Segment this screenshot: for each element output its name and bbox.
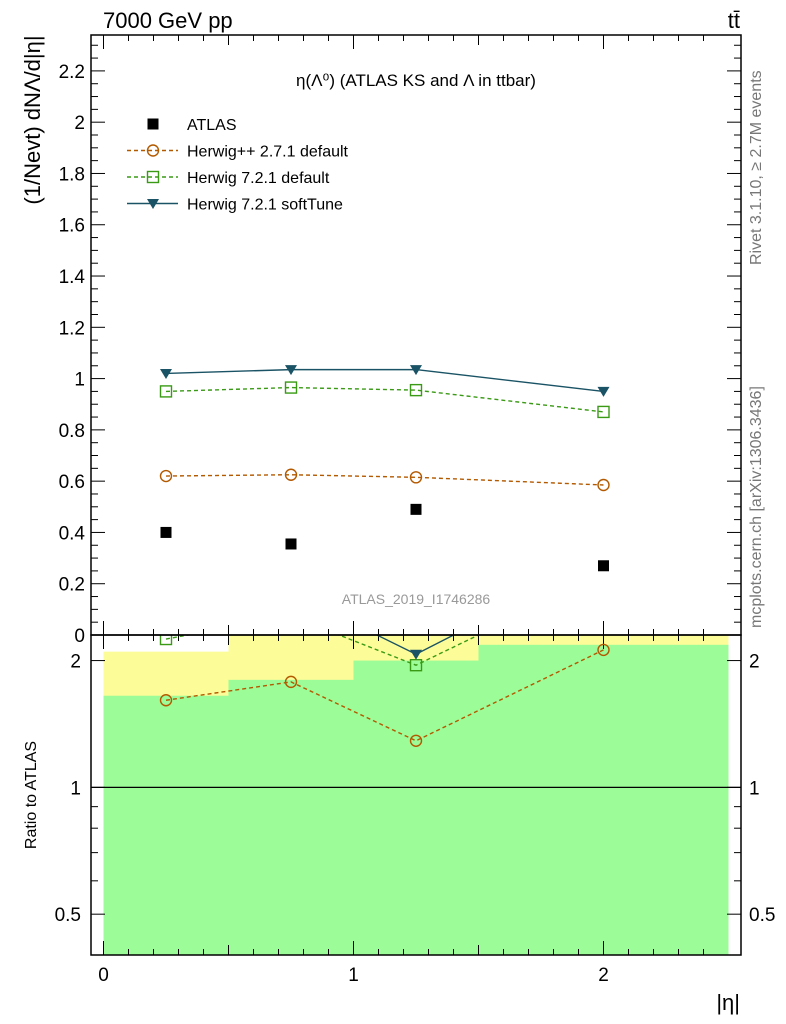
- main-series-1-point-2: [409, 471, 423, 484]
- mcplots-reference-label: mcplots.cern.ch [arXiv:1306.3436]: [748, 386, 765, 628]
- main-ytick-label-4: 1: [74, 370, 85, 391]
- ratio-xtick-label-0: 0: [98, 965, 109, 986]
- main-series-2-point-3: [597, 405, 610, 419]
- legend-label-1: Herwig++ 2.7.1 default: [187, 144, 349, 161]
- main-series-0-point-3: [598, 560, 609, 572]
- main-series-1-line: [165, 474, 604, 486]
- legend-label-0: ATLAS: [187, 117, 237, 134]
- main-series-1-point-0: [159, 469, 173, 483]
- ratio-series-1-point-1: [286, 611, 297, 622]
- ratio-xtick-label-1: 1: [348, 965, 359, 986]
- ratio-series-0-point-1: [284, 675, 298, 689]
- main-series-3-line: [165, 368, 604, 393]
- legend-marker-1: [146, 144, 160, 157]
- inner-band-bin-2: [353, 660, 479, 955]
- ratio-ytick-label-right-1: 1: [749, 778, 760, 799]
- main-ytick-label-zero: 0: [74, 626, 85, 647]
- ratio-series-1-point-0: [159, 635, 173, 646]
- main-ytick-label-7: 1.6: [59, 216, 85, 237]
- collision-energy-label: 7000 GeV pp: [103, 8, 233, 33]
- main-ytick-label-0: 0.2: [59, 575, 85, 596]
- main-ytick-label-3: 0.8: [59, 421, 85, 442]
- ratio-ytick-label-1: 1: [70, 778, 81, 799]
- x-axis-label: |η|: [716, 990, 740, 1015]
- ratio-series-2-point-0: [160, 615, 172, 625]
- ratio-y-axis: 0.5 0.5 1 1 2 2 0 1 2: [55, 635, 775, 986]
- legend-label-2: Herwig 7.2.1 default: [187, 170, 330, 187]
- main-series-0-point-1: [285, 538, 297, 550]
- ratio-frame: [90, 634, 742, 956]
- main-ytick-label-9: 2: [74, 113, 85, 134]
- main-series-2-point-2: [409, 383, 423, 397]
- ratio-series-group: [91, 588, 741, 788]
- main-series-3-point-0: [160, 368, 172, 379]
- inner-band-bin-3: [478, 644, 729, 955]
- inner-band-bin-1: [228, 679, 354, 955]
- legend-marker-0: [147, 118, 159, 130]
- main-panel: η(Λ⁰) (ATLAS KS and Λ in ttbar) ATLAS_20…: [20, 35, 741, 647]
- ratio-y-axis-label: Ratio to ATLAS: [23, 741, 40, 849]
- main-series-3-point-1: [285, 365, 297, 376]
- legend: ATLAS Herwig++ 2.7.1 default Herwig 7.2.1 …: [127, 117, 349, 214]
- main-y-axis: 0.2 0.4 0.6 0.8 1 1.2 1.4 1.6 1.8 2 2.2 0: [59, 35, 741, 647]
- legend-marker-3: [147, 199, 159, 209]
- legend-label-3: Herwig 7.2.1 softTune: [187, 197, 343, 214]
- process-label: tt̄: [728, 8, 740, 33]
- ratio-series-0-point-2: [409, 734, 423, 747]
- rivet-version-label: Rivet 3.1.10, ≥ 2.7M events: [748, 70, 765, 265]
- main-ytick-label-2: 0.6: [59, 472, 85, 493]
- main-ytick-label-6: 1.4: [59, 267, 86, 288]
- ratio-ytick-label-right-2: 2: [749, 652, 760, 673]
- ratio-ytick-label-0: 0.5: [55, 905, 81, 926]
- ratio-panel: Ratio to ATLAS |η| 0.5 0.5 1 1 2 2 0 1 2: [23, 588, 775, 1015]
- main-ytick-label-1: 0.4: [59, 523, 86, 544]
- ratio-ytick-label-right-0: 0.5: [749, 905, 775, 926]
- main-series-2-point-0: [159, 385, 173, 398]
- legend-marker-2: [146, 170, 160, 184]
- main-series-2-point-1: [284, 381, 298, 394]
- ratio-series-0-line: [165, 649, 604, 742]
- main-series-2-line: [165, 386, 604, 413]
- main-series-3-point-3: [597, 386, 610, 397]
- main-series-1-point-1: [284, 468, 298, 481]
- ratio-series-2-point-1: [285, 588, 297, 598]
- main-series-group: [159, 365, 610, 572]
- main-y-axis-label: (1/Nevt) dNΛ/d|η|: [20, 35, 45, 204]
- main-ytick-label-8: 1.8: [59, 164, 85, 185]
- main-series-1-point-3: [597, 478, 610, 492]
- analysis-watermark: ATLAS_2019_I1746286: [342, 591, 491, 607]
- main-series-3-point-2: [410, 365, 422, 376]
- ratio-xtick-label-2: 2: [598, 965, 609, 986]
- ratio-series-0-point-0: [159, 694, 173, 707]
- inner-band-bin-0: [103, 695, 229, 955]
- main-series-0-point-0: [160, 526, 172, 538]
- main-series-0-point-2: [410, 503, 422, 515]
- main-title: η(Λ⁰) (ATLAS KS and Λ in ttbar): [296, 71, 536, 90]
- main-ytick-label-5: 1.2: [59, 318, 85, 339]
- ratio-uncertainty-bands: [103, 635, 729, 955]
- main-ytick-label-10: 2.2: [59, 62, 85, 83]
- ratio-ytick-label-2: 2: [70, 652, 81, 673]
- ratio-series-0-point-3: [597, 643, 610, 657]
- ratio-series-2-point-2: [410, 649, 422, 660]
